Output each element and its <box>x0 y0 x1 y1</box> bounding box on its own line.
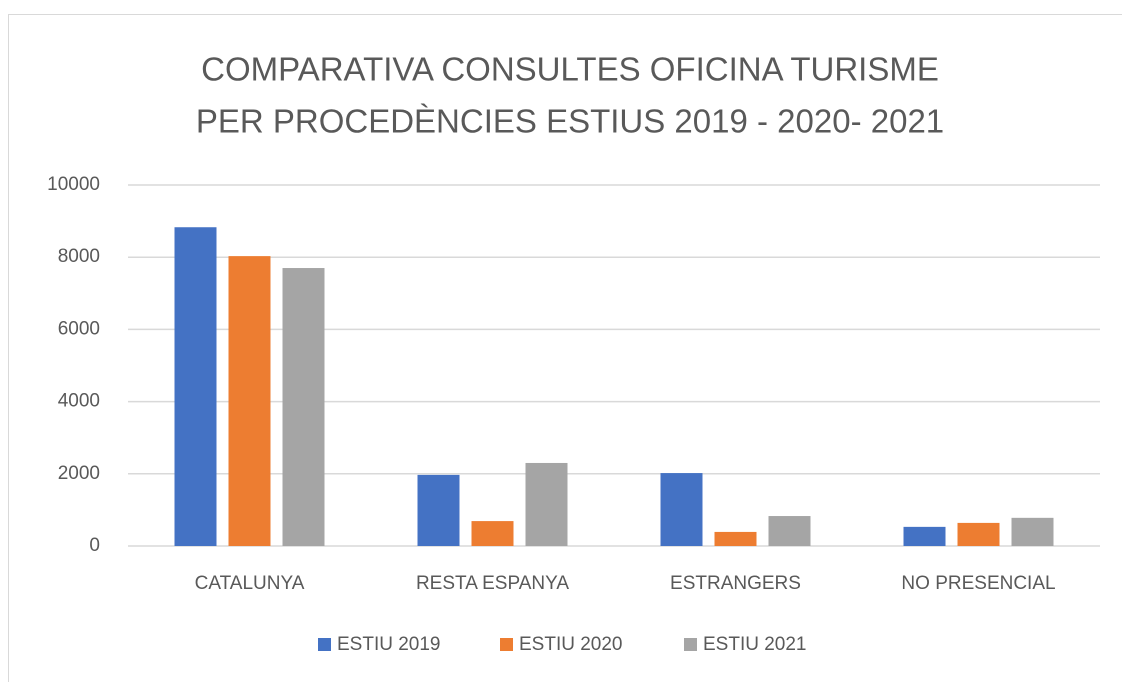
y-tick-label: 10000 <box>47 174 100 195</box>
bar <box>1011 517 1054 546</box>
y-tick-label: 0 <box>89 535 100 556</box>
y-tick-label: 2000 <box>58 463 100 484</box>
chart-title: PER PROCEDÈNCIES ESTIUS 2019 - 2020- 202… <box>196 103 944 140</box>
bar <box>525 462 568 546</box>
legend-swatch <box>500 638 513 651</box>
x-tick-label: RESTA ESPANYA <box>416 573 569 594</box>
bar <box>903 526 946 546</box>
y-tick-label: 8000 <box>58 246 100 267</box>
chart-title: COMPARATIVA CONSULTES OFICINA TURISME <box>201 51 939 88</box>
y-tick-label: 4000 <box>58 391 100 412</box>
legend-label: ESTIU 2021 <box>703 634 807 655</box>
x-tick-label: NO PRESENCIAL <box>901 573 1055 594</box>
x-tick-label: CATALUNYA <box>195 573 305 594</box>
bar <box>660 473 703 546</box>
bar <box>714 531 757 546</box>
legend-label: ESTIU 2019 <box>337 634 441 655</box>
x-tick-label: ESTRANGERS <box>670 573 801 594</box>
legend-swatch <box>318 638 331 651</box>
bar <box>282 268 325 546</box>
bar <box>957 522 1000 546</box>
chart-border <box>8 14 1122 682</box>
y-tick-label: 6000 <box>58 318 100 339</box>
bar <box>228 256 271 546</box>
legend-label: ESTIU 2020 <box>519 634 623 655</box>
bar <box>471 521 514 546</box>
bar <box>417 474 460 546</box>
bar <box>174 227 217 546</box>
bar <box>768 516 811 546</box>
legend-swatch <box>684 638 697 651</box>
